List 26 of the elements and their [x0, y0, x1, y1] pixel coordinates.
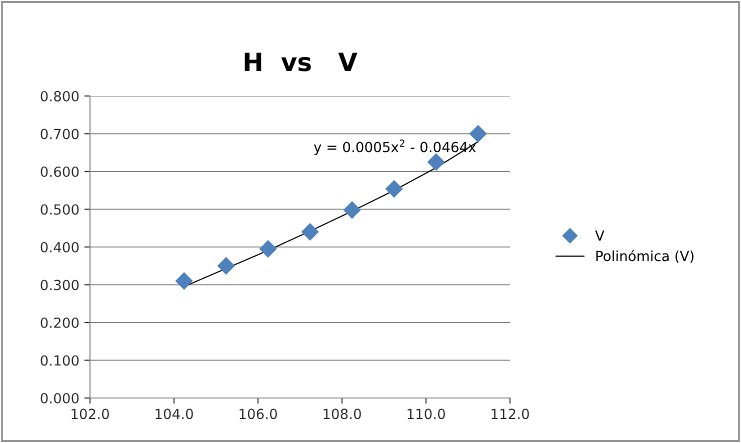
- point: [428, 154, 445, 171]
- y-tick-label: 0.300: [40, 280, 79, 290]
- y-tick-label: 0.200: [40, 317, 79, 328]
- y-tick-label: 0.600: [40, 166, 79, 177]
- point: [176, 272, 193, 290]
- y-tick-label: 0.500: [40, 204, 79, 215]
- chart-title: H vs V: [244, 52, 358, 72]
- y-tick-label: 0.400: [40, 242, 79, 252]
- y-tick-label: 0.000: [40, 392, 79, 404]
- y-tick-label: 0.100: [40, 355, 79, 366]
- point: [218, 257, 235, 274]
- x-tick-label: 112.0: [492, 408, 529, 420]
- point: [344, 201, 361, 219]
- x-tick-label: 108.0: [324, 408, 361, 420]
- point: [386, 180, 403, 198]
- legend-label: V: [595, 230, 604, 241]
- x-tick-label: 110.0: [408, 408, 445, 420]
- x-tick-label: 106.0: [240, 408, 277, 420]
- x-tick-label: 104.0: [156, 408, 193, 420]
- y-tick-label: 0.700: [40, 128, 79, 140]
- x-tick-label: 102.0: [72, 408, 109, 420]
- y-tick-label: 0.800: [40, 90, 79, 102]
- point: [302, 223, 319, 240]
- legend-label: Polinómica (V): [596, 250, 694, 263]
- point: [260, 240, 277, 258]
- point: [470, 125, 487, 142]
